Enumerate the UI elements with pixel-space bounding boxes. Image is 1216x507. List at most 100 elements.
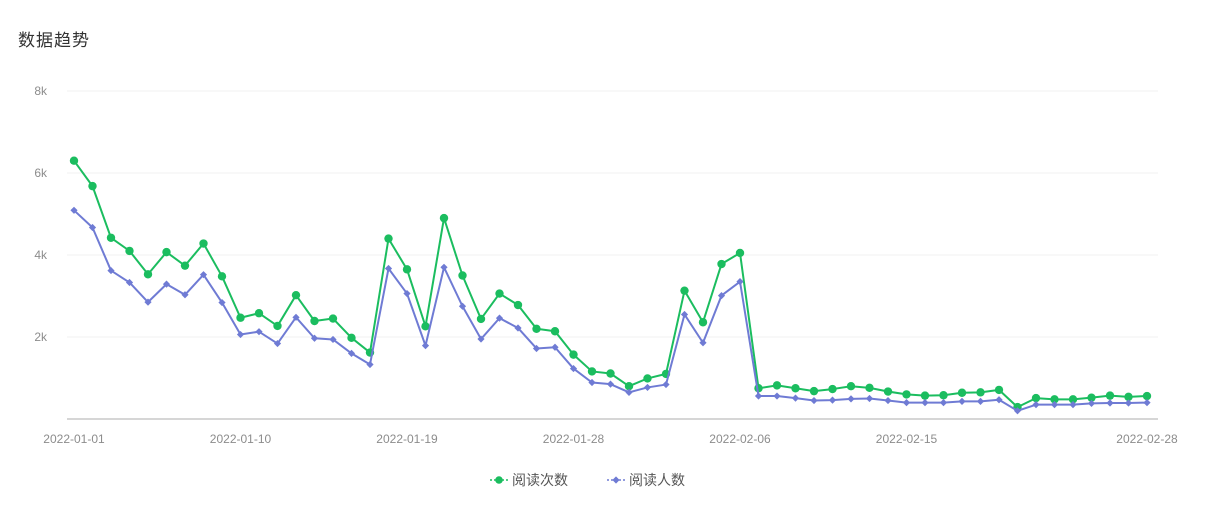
data-point[interactable]: [772, 381, 782, 390]
data-point[interactable]: [1124, 392, 1133, 402]
data-point[interactable]: [532, 344, 541, 353]
data-point[interactable]: [199, 239, 208, 248]
data-point[interactable]: [88, 181, 97, 191]
data-point[interactable]: [439, 213, 449, 223]
data-point[interactable]: [236, 330, 245, 339]
data-point[interactable]: [587, 367, 597, 376]
data-point[interactable]: [403, 289, 411, 298]
data-point[interactable]: [402, 265, 412, 274]
data-point[interactable]: [273, 339, 282, 348]
data-point[interactable]: [144, 298, 152, 306]
data-point[interactable]: [1106, 399, 1114, 407]
data-point[interactable]: [884, 396, 892, 405]
data-point[interactable]: [550, 327, 560, 336]
data-point[interactable]: [643, 383, 652, 392]
data-point[interactable]: [107, 266, 115, 275]
data-point[interactable]: [180, 261, 190, 270]
data-point[interactable]: [366, 360, 374, 369]
data-point[interactable]: [736, 278, 744, 286]
data-point[interactable]: [698, 318, 708, 327]
data-point[interactable]: [347, 349, 356, 357]
data-point[interactable]: [809, 386, 819, 396]
data-point[interactable]: [1124, 399, 1133, 407]
data-point[interactable]: [329, 335, 337, 344]
data-point[interactable]: [310, 316, 319, 326]
data-point[interactable]: [70, 206, 78, 214]
data-point[interactable]: [106, 233, 116, 242]
data-point[interactable]: [291, 290, 301, 300]
data-point[interactable]: [865, 383, 874, 393]
data-point[interactable]: [717, 259, 726, 269]
data-point[interactable]: [791, 384, 800, 393]
data-point[interactable]: [236, 313, 245, 322]
data-point[interactable]: [495, 289, 504, 298]
data-point[interactable]: [606, 380, 615, 388]
data-point[interactable]: [865, 394, 874, 403]
data-point[interactable]: [513, 300, 523, 310]
data-point[interactable]: [976, 388, 985, 397]
data-point[interactable]: [958, 397, 966, 405]
data-point[interactable]: [440, 263, 448, 271]
data-point[interactable]: [143, 270, 153, 279]
data-point[interactable]: [1087, 399, 1096, 408]
data-point[interactable]: [476, 314, 486, 324]
data-point[interactable]: [292, 313, 300, 321]
data-point[interactable]: [976, 397, 985, 405]
data-point[interactable]: [1031, 393, 1041, 403]
data-point[interactable]: [125, 278, 134, 287]
data-point[interactable]: [921, 399, 929, 407]
data-point[interactable]: [88, 223, 97, 232]
data-point[interactable]: [957, 388, 967, 397]
data-point[interactable]: [69, 156, 79, 165]
data-point[interactable]: [791, 394, 800, 402]
data-point[interactable]: [1087, 393, 1096, 402]
data-point[interactable]: [458, 302, 467, 310]
data-point[interactable]: [181, 291, 189, 299]
data-point[interactable]: [624, 382, 634, 391]
data-point[interactable]: [717, 291, 726, 300]
data-point[interactable]: [1142, 391, 1152, 401]
data-point[interactable]: [495, 314, 504, 322]
data-point[interactable]: [162, 280, 171, 288]
data-point[interactable]: [810, 396, 818, 405]
data-point[interactable]: [1069, 401, 1077, 409]
data-point[interactable]: [384, 234, 393, 243]
data-point[interactable]: [662, 380, 670, 389]
data-point[interactable]: [328, 314, 338, 323]
data-point[interactable]: [828, 384, 837, 394]
data-point[interactable]: [217, 272, 227, 281]
data-point[interactable]: [902, 399, 911, 407]
data-point[interactable]: [773, 392, 781, 400]
data-point[interactable]: [254, 309, 264, 318]
data-point[interactable]: [588, 378, 596, 387]
data-point[interactable]: [1105, 391, 1115, 400]
data-point[interactable]: [995, 396, 1003, 404]
data-point[interactable]: [939, 399, 948, 407]
data-point[interactable]: [828, 396, 837, 404]
data-point[interactable]: [125, 246, 134, 256]
data-point[interactable]: [218, 298, 226, 307]
data-point[interactable]: [939, 391, 948, 400]
data-point[interactable]: [754, 392, 763, 400]
data-point[interactable]: [994, 385, 1004, 395]
data-point[interactable]: [1013, 407, 1022, 415]
data-point[interactable]: [458, 271, 467, 280]
data-point[interactable]: [735, 248, 745, 258]
data-point[interactable]: [569, 364, 578, 373]
data-point[interactable]: [902, 390, 911, 399]
data-point[interactable]: [883, 387, 893, 396]
data-point[interactable]: [1068, 395, 1078, 404]
data-point[interactable]: [199, 271, 208, 279]
data-point[interactable]: [606, 369, 615, 378]
legend-item-reads[interactable]: 阅读次数: [490, 472, 568, 489]
data-point[interactable]: [699, 339, 707, 347]
legend-item-readers[interactable]: 阅读人数: [607, 472, 685, 489]
data-point[interactable]: [384, 264, 393, 273]
data-point[interactable]: [680, 286, 689, 295]
data-point[interactable]: [569, 350, 578, 359]
data-point[interactable]: [514, 324, 522, 332]
data-point[interactable]: [846, 382, 856, 391]
data-point[interactable]: [310, 334, 319, 342]
data-point[interactable]: [1143, 399, 1151, 407]
data-point[interactable]: [920, 391, 930, 400]
